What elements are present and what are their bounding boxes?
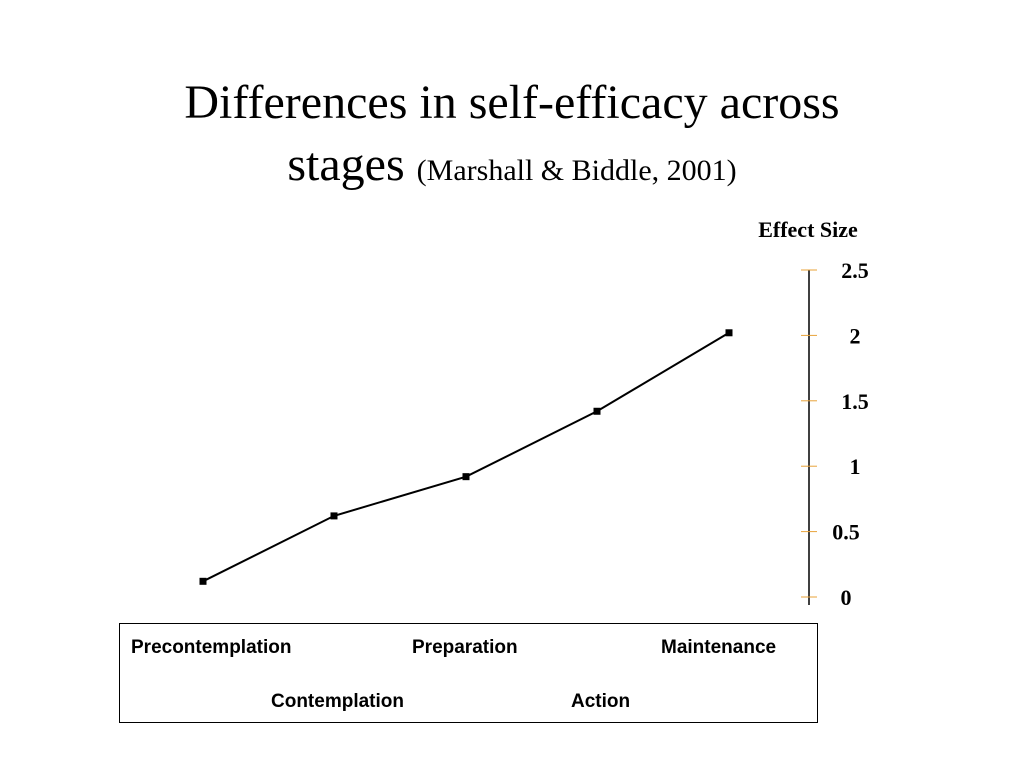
data-point-precontemplation	[199, 577, 207, 585]
stage-label-contemplation: Contemplation	[271, 691, 404, 712]
slide-title: Differences in self-efficacy across stag…	[0, 72, 1024, 202]
y-tick-label: 1	[850, 454, 861, 479]
y-axis-title: Effect Size	[758, 217, 858, 242]
y-axis-ticks: 0 0.5 1 1.5 2 2.5	[801, 258, 869, 610]
data-point-action	[593, 407, 601, 415]
y-tick-label: 1.5	[841, 389, 869, 414]
y-tick-label: 0.5	[832, 520, 860, 545]
series-points	[199, 329, 733, 585]
stage-label-action: Action	[571, 691, 631, 712]
series-line	[202, 331, 730, 583]
y-tick-label: 0	[841, 585, 852, 610]
title-line-1: Differences in self-efficacy across	[184, 76, 840, 129]
stage-legend-box: Precontemplation Contemplation Preparati…	[119, 623, 818, 723]
data-point-maintenance	[725, 329, 733, 337]
data-point-preparation	[462, 473, 470, 481]
citation: (Marshall & Biddle, 2001)	[416, 154, 737, 187]
stage-label-maintenance: Maintenance	[661, 637, 777, 658]
stage-label-precontemplation: Precontemplation	[131, 637, 292, 658]
title-line-2: stages	[287, 138, 405, 191]
stage-label-preparation: Preparation	[412, 637, 518, 658]
y-tick-label: 2	[850, 323, 861, 348]
data-point-contemplation	[330, 512, 338, 520]
y-tick-label: 2.5	[841, 258, 869, 283]
